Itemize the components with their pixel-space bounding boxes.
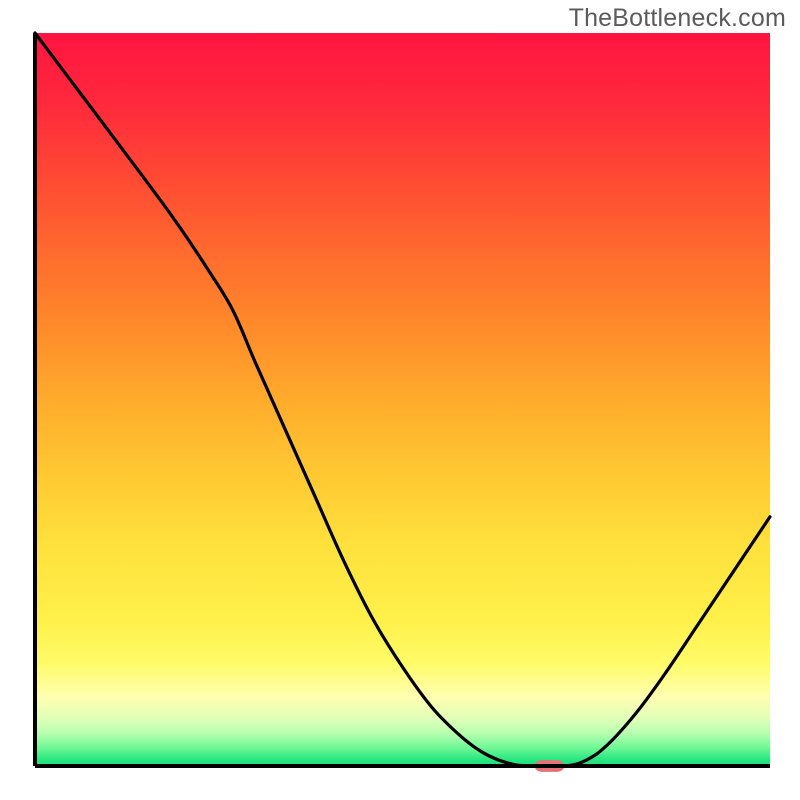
chart-svg (0, 0, 800, 800)
bottleneck-chart: TheBottleneck.com (0, 0, 800, 800)
watermark-text: TheBottleneck.com (569, 4, 786, 33)
plot-background (35, 33, 770, 766)
